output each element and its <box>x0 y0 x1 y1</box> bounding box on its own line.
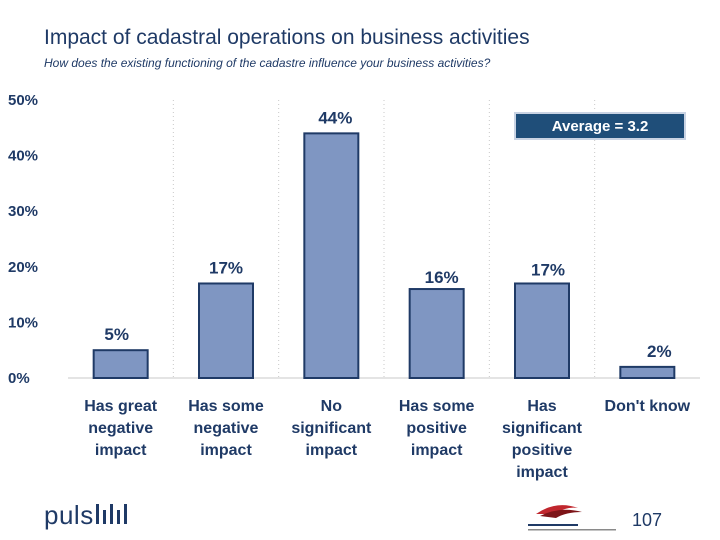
y-tick-label: 10% <box>8 314 38 331</box>
bar <box>198 282 254 380</box>
y-tick-label: 50% <box>8 92 38 109</box>
bar-chart: 0% 10% 20% 30% 40% 50% 5% Has great negative impa… <box>8 92 700 481</box>
data-label: 17% <box>209 258 243 277</box>
bar <box>408 288 465 380</box>
category-label: Don't know <box>605 398 691 415</box>
bar <box>92 349 149 380</box>
logo-text: puls <box>44 500 94 530</box>
category-label: Has great <box>84 398 158 415</box>
partner-logo-icon <box>528 505 616 531</box>
category-label: Has <box>527 398 556 415</box>
category-label: No <box>321 398 343 415</box>
bar <box>303 132 360 379</box>
category-label: impact <box>306 442 358 459</box>
data-label: 17% <box>531 260 565 279</box>
bar <box>619 365 676 380</box>
average-box: Average = 3.2 <box>514 112 686 140</box>
chart-subtitle: How does the existing functioning of the… <box>44 56 491 70</box>
page-number: 107 <box>632 510 663 530</box>
category-label: impact <box>200 442 252 459</box>
category-label: significant <box>502 420 583 437</box>
category-label: significant <box>291 420 372 437</box>
category-label: impact <box>95 442 147 459</box>
y-tick-label: 20% <box>8 259 38 276</box>
logo-bars-icon <box>95 500 131 531</box>
data-label: 2% <box>647 342 672 361</box>
category-label: impact <box>516 464 568 481</box>
category-label: Has some <box>399 398 475 415</box>
data-label: 16% <box>425 268 459 287</box>
category-label: negative <box>88 420 153 437</box>
data-label: 5% <box>104 325 129 344</box>
category-label: impact <box>411 442 463 459</box>
chart-title: Impact of cadastral operations on busine… <box>44 26 530 49</box>
data-label: 44% <box>318 108 352 127</box>
category-label: negative <box>194 420 259 437</box>
category-label: positive <box>512 442 573 459</box>
y-tick-label: 0% <box>8 370 30 387</box>
puls-logo: puls <box>44 500 131 531</box>
bar <box>514 282 570 380</box>
y-tick-label: 30% <box>8 203 38 220</box>
category-label: Has some <box>188 398 264 415</box>
y-tick-label: 40% <box>8 148 38 165</box>
category-label: positive <box>406 420 467 437</box>
